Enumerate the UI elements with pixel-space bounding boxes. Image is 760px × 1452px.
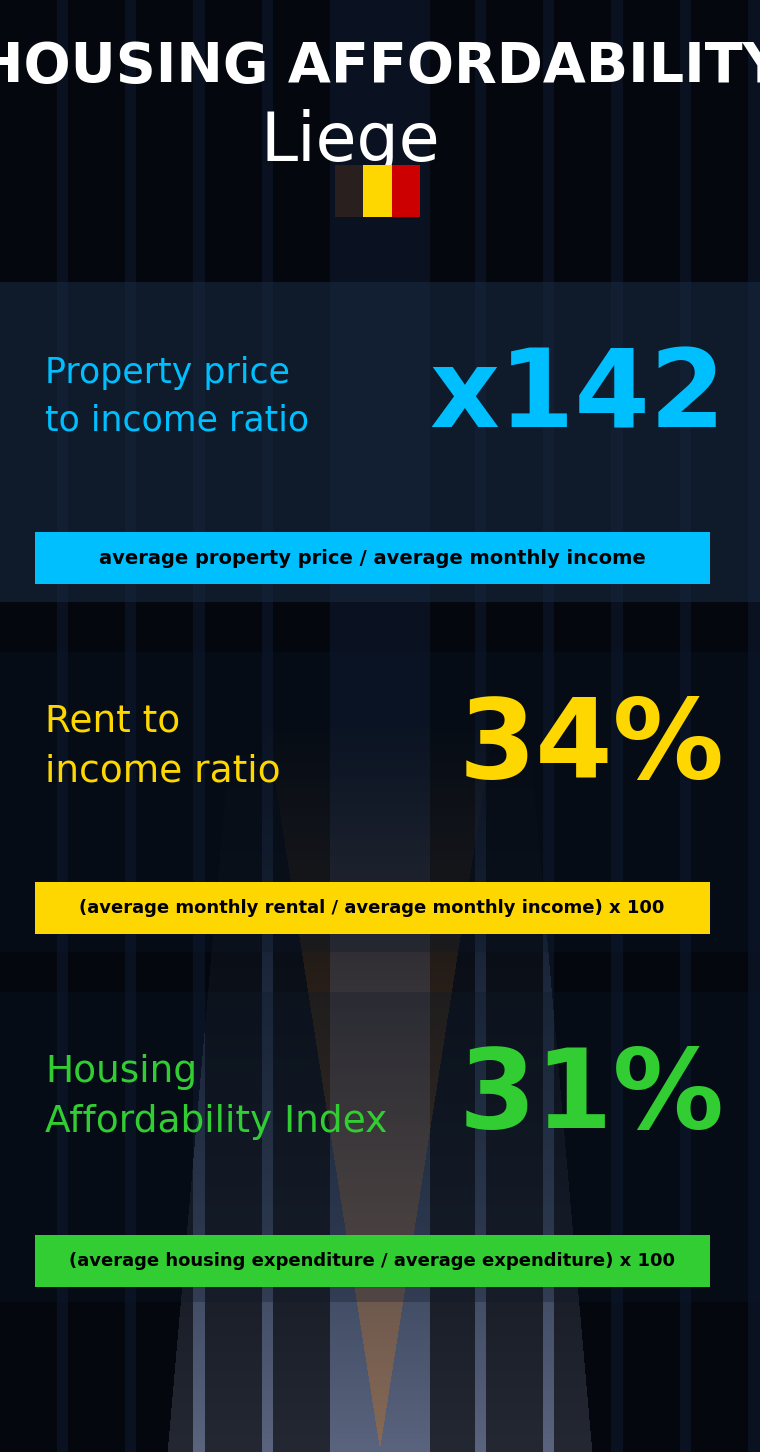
Bar xyxy=(0,652,760,953)
Bar xyxy=(35,1236,710,1286)
Text: (average housing expenditure / average expenditure) x 100: (average housing expenditure / average e… xyxy=(69,1252,675,1270)
Text: HOUSING AFFORDABILITY: HOUSING AFFORDABILITY xyxy=(0,41,760,94)
Text: Housing
Affordability Index: Housing Affordability Index xyxy=(45,1054,388,1140)
Text: average property price / average monthly income: average property price / average monthly… xyxy=(99,549,645,568)
Bar xyxy=(35,531,710,584)
Bar xyxy=(391,166,420,216)
Bar xyxy=(35,881,710,934)
Text: Liege: Liege xyxy=(260,109,440,176)
Bar xyxy=(363,166,391,216)
Text: x142: x142 xyxy=(429,344,725,450)
Bar xyxy=(335,166,363,216)
Text: 34%: 34% xyxy=(459,694,725,800)
Text: Property price
to income ratio: Property price to income ratio xyxy=(45,356,309,437)
Text: Rent to
income ratio: Rent to income ratio xyxy=(45,704,280,790)
Text: 31%: 31% xyxy=(459,1044,725,1150)
Text: (average monthly rental / average monthly income) x 100: (average monthly rental / average monthl… xyxy=(79,899,665,918)
Bar xyxy=(0,282,760,603)
Bar xyxy=(0,992,760,1302)
